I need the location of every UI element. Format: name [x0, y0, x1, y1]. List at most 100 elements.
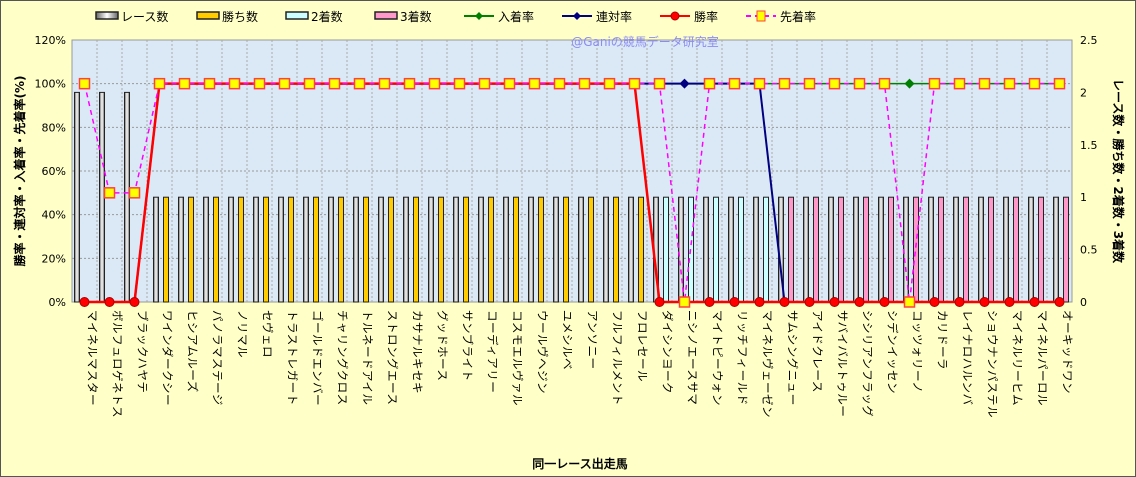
marker-senchaku_rate: [803, 77, 816, 90]
legend-swatch: [285, 11, 309, 20]
marker-win_rate: [1029, 297, 1040, 307]
bar-races: [528, 196, 534, 303]
legend-swatch: [95, 11, 119, 20]
bar-thirds: [1038, 196, 1044, 303]
bar-races: [553, 196, 559, 303]
x-tick-label: サムシングニュー: [786, 310, 800, 406]
bar-wins: [638, 196, 644, 303]
marker-win_rate: [854, 297, 865, 307]
bar-wins: [563, 196, 569, 303]
bar-thirds: [938, 196, 944, 303]
marker-win_rate: [1004, 297, 1015, 307]
bar-wins: [213, 196, 219, 303]
marker-win_rate: [654, 297, 665, 307]
watermark: @Ganiの競馬データ研究室: [571, 34, 719, 49]
x-tick-label: カリドーラ: [936, 310, 950, 370]
x-tick-label: アンソニー: [586, 310, 600, 370]
marker-senchaku_rate: [1028, 77, 1041, 90]
marker-senchaku_rate: [553, 77, 566, 90]
marker-rentai_rate: [679, 78, 690, 89]
bar-wins: [288, 196, 294, 303]
x-tick-label: ボルフュロゲネトス: [111, 310, 125, 418]
marker-senchaku_rate: [978, 77, 991, 90]
x-tick-label: ワインダークシー: [161, 310, 175, 406]
bar-wins: [388, 196, 394, 303]
legend-swatch: [374, 11, 398, 20]
x-tick-label: チャリングクロス: [336, 310, 350, 406]
left-tick-label: 60%: [42, 165, 66, 178]
bar-races: [428, 196, 434, 303]
x-tick-label: サバイバルトゥルー: [836, 310, 850, 417]
x-axis-title: 同一レース出走馬: [532, 456, 627, 471]
left-tick-label: 80%: [42, 121, 66, 134]
bar-races: [453, 196, 459, 303]
x-tick-label: サンブライト: [461, 310, 475, 382]
marker-senchaku_rate: [378, 77, 391, 90]
bar-races: [853, 196, 859, 303]
bar-seconds: [738, 196, 744, 303]
bar-wins: [538, 196, 544, 303]
x-tick-label: パノラマステージ: [211, 310, 225, 406]
left-tick-label: 100%: [35, 78, 66, 91]
bar-thirds: [888, 196, 894, 303]
legend-label: 入着率: [498, 9, 534, 24]
legend-label: 勝ち数: [222, 9, 258, 24]
bar-thirds: [788, 196, 794, 303]
marker-senchaku_rate: [503, 77, 516, 90]
marker-senchaku_rate: [353, 77, 366, 90]
x-tick-label: アイドクレース: [811, 310, 825, 393]
marker-win_rate: [779, 297, 790, 307]
x-tick-label: マイネルマスター: [86, 310, 100, 406]
x-tick-label: ニシノエースサマ: [686, 310, 700, 405]
marker-senchaku_rate: [853, 77, 866, 90]
x-tick-label: シシリアンフラッグ: [861, 310, 875, 417]
right-tick-label: 1: [1080, 191, 1087, 204]
bar-races: [953, 196, 959, 303]
x-tick-label: ヒシアムルーズ: [186, 310, 200, 393]
bar-races: [478, 196, 484, 303]
bar-wins: [238, 196, 244, 303]
marker-win_rate: [704, 297, 715, 307]
marker-win_rate: [929, 297, 940, 307]
marker-senchaku_rate: [528, 77, 541, 90]
x-tick-label: ウールヴヘジン: [536, 310, 550, 394]
bar-races: [878, 196, 884, 303]
marker-senchaku_rate: [153, 77, 166, 90]
bar-races: [978, 196, 984, 303]
bar-seconds: [663, 196, 669, 303]
x-tick-label: ダイシンヨーク: [661, 310, 675, 394]
x-tick-label: ゴールドエンバー: [311, 310, 325, 406]
right-axis-title: レース数・勝ち数・2着数・3着数: [1111, 79, 1126, 264]
legend-swatch: [196, 11, 220, 20]
bar-races: [753, 196, 759, 303]
marker-win_rate: [804, 297, 815, 307]
bar-races: [1053, 196, 1059, 303]
marker-win_rate: [954, 297, 965, 307]
bar-races: [503, 196, 509, 303]
bar-thirds: [1063, 196, 1069, 303]
bar-races: [1028, 196, 1034, 303]
bar-wins: [438, 196, 444, 303]
legend-label: レース数: [121, 9, 168, 24]
marker-senchaku_rate: [328, 77, 341, 90]
bar-races: [403, 196, 409, 303]
x-tick-label: レイナロハルンバ: [961, 310, 975, 406]
bar-wins: [163, 196, 169, 303]
marker-nyuchaku_rate: [904, 78, 915, 89]
line-senchaku_rate: [83, 82, 1060, 303]
marker-win_rate: [729, 297, 740, 307]
marker-senchaku_rate: [78, 77, 91, 90]
bar-wins: [363, 196, 369, 303]
bar-wins: [338, 196, 344, 303]
x-tick-label: ストロングエース: [386, 310, 400, 405]
bar-races: [678, 196, 684, 303]
bar-seconds: [713, 196, 719, 303]
bar-races: [1003, 196, 1009, 303]
x-tick-label: ノリマル: [236, 310, 250, 358]
marker-senchaku_rate: [178, 77, 191, 90]
legend-label: 勝率: [694, 9, 718, 24]
bar-thirds: [1013, 196, 1019, 303]
x-tick-label: セヴェロ: [261, 310, 275, 358]
marker-senchaku_rate: [778, 77, 791, 90]
